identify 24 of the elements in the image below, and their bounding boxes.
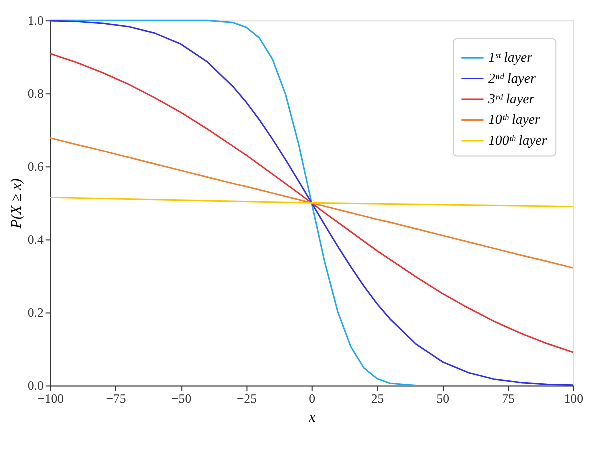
x-tick-label: −100 xyxy=(38,392,64,406)
x-tick-label: 75 xyxy=(502,392,515,406)
x-axis-title: x xyxy=(308,410,316,426)
legend-label: 100ᵗʰ layer xyxy=(488,132,548,148)
y-tick-label: 0.2 xyxy=(28,306,44,320)
legend-label: 3ʳᵈ layer xyxy=(488,91,536,106)
x-tick-label: 25 xyxy=(371,392,384,406)
y-tick-label: 0.0 xyxy=(28,379,44,394)
x-tick-label: −75 xyxy=(106,392,126,406)
line-series xyxy=(50,137,574,269)
x-tick-label: 0 xyxy=(309,392,316,406)
x-tick-label: −50 xyxy=(172,392,192,406)
legend-label: 10ᵗʰ layer xyxy=(488,112,541,128)
y-tick-label: 0.6 xyxy=(28,160,45,174)
legend-label: 1ˢᵗ layer xyxy=(488,50,534,66)
y-tick-label: 0.8 xyxy=(28,87,44,102)
line-series xyxy=(50,53,574,354)
x-tick-label: −25 xyxy=(236,392,257,406)
y-axis-title: P(X ≥ x) xyxy=(8,178,25,230)
legend-label: 2ⁿᵈ layer xyxy=(488,70,536,86)
x-tick-label: 100 xyxy=(564,392,584,406)
y-tick-label: 1.0 xyxy=(28,14,44,28)
x-tick-label: 50 xyxy=(436,392,450,406)
y-tick-label: 0.4 xyxy=(28,233,45,248)
